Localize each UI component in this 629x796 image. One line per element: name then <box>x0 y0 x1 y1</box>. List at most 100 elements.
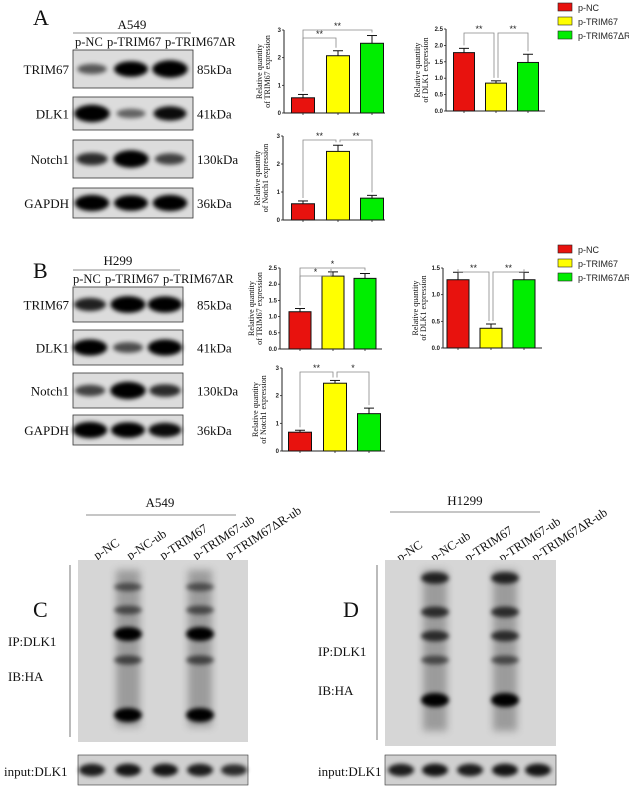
protein-band <box>147 296 183 313</box>
legend-swatch <box>557 272 573 282</box>
legend-swatch <box>557 258 573 268</box>
y-axis-label-line: of Notch1 expression <box>261 144 270 212</box>
significance-bracket <box>302 29 373 92</box>
ubiquitin-band <box>491 693 519 707</box>
ip-label: IP:DLK1 <box>318 644 366 659</box>
significance-label: ** <box>352 131 360 141</box>
protein-label: TRIM67 <box>24 298 70 313</box>
input-band <box>115 763 141 777</box>
ubiquitin-smear <box>188 570 212 727</box>
input-band <box>422 763 448 777</box>
lane-label: p-NC <box>73 272 101 286</box>
lane-label: p-NC <box>91 536 122 563</box>
y-axis-label: Relative quantityof TRIM67 expression <box>247 272 264 345</box>
bar-p-trim67 <box>326 55 350 114</box>
bar-p-nc <box>453 52 475 112</box>
ubiquitin-band <box>186 605 214 615</box>
input-band <box>388 763 414 777</box>
y-axis-label-line: Relative quantity <box>251 382 260 437</box>
y-axis-label: Relative quantityof DLK1 expression <box>411 275 428 340</box>
ubiquitin-band <box>186 627 214 641</box>
y-tick-label: 2 <box>277 162 281 168</box>
y-axis-label-line: of Notch1 expression <box>259 375 268 443</box>
chart-a-dlk1: 0.0 0.5 1.0 1.5 2.0 2.5 Relative quantityof DL… <box>413 24 545 115</box>
legend-swatch <box>557 16 573 26</box>
legend-label: p-TRIM67ΔR <box>578 31 629 41</box>
lane-label: p-TRIM67 <box>107 35 161 49</box>
y-tick-label: 0 <box>278 111 282 117</box>
y-axis-label-line: Relative quantity <box>253 151 262 206</box>
input-band <box>457 763 483 777</box>
significance-label: * <box>314 267 318 277</box>
y-tick-label: 1.0 <box>432 293 441 299</box>
bar-p-trim67 <box>321 275 345 350</box>
input-band <box>525 763 551 777</box>
legend-swatch <box>557 2 573 12</box>
y-axis-label: Relative quantityof DLK1 expression <box>413 37 430 102</box>
chart-a-notch1: 0 1 2 3 Relative quantityof Notch1 expressio… <box>253 131 385 224</box>
chart-b-dlk1: 0.0 0.5 1.0 1.5 Relative quantityof DLK1 exp… <box>411 263 542 352</box>
protein-label: GAPDH <box>24 423 69 438</box>
panel-letter-c: C <box>33 597 48 622</box>
protein-band <box>147 339 183 356</box>
bar-p-trim67δr <box>353 277 377 350</box>
ip-blot-membrane <box>78 560 248 742</box>
significance-bracket <box>339 139 373 193</box>
protein-label: DLK1 <box>36 341 69 356</box>
input-band <box>152 763 178 777</box>
panel-letter-a: A <box>33 5 49 30</box>
bar-p-nc <box>288 431 312 452</box>
significance-bracket <box>492 269 525 321</box>
ip-label: IP:DLK1 <box>8 634 56 649</box>
protein-band <box>110 381 146 400</box>
y-axis-label: Relative quantityof Notch1 expression <box>251 375 268 443</box>
protein-band <box>76 152 108 166</box>
panel-a-western-blot: A A549 p-NC p-TRIM67 p-TRIM67ΔR TRIM67 85… <box>24 5 238 219</box>
molecular-weight-label: 36kDa <box>197 196 232 211</box>
y-tick-label: 0.0 <box>432 346 441 352</box>
bar-p-trim67 <box>479 327 503 349</box>
ubiquitin-band <box>114 582 142 592</box>
y-tick-label: 1.0 <box>435 76 444 82</box>
lane-label: p-TRIM67 <box>105 272 159 286</box>
y-tick-label: 2.5 <box>269 266 278 272</box>
significance-label: ** <box>509 24 517 34</box>
significance-label: ** <box>470 263 478 273</box>
bar-p-trim67δr <box>360 197 384 221</box>
protein-label: DLK1 <box>36 107 69 122</box>
ubiquitin-band <box>186 708 214 722</box>
protein-label: Notch1 <box>31 152 69 167</box>
protein-band <box>72 421 108 439</box>
significance-bracket <box>497 32 529 78</box>
y-axis-label-line: Relative quantity <box>411 281 420 336</box>
y-tick-label: 0.5 <box>432 319 441 325</box>
protein-band <box>113 342 143 353</box>
y-tick-label: 1.0 <box>269 315 278 321</box>
y-axis-label-line: Relative quantity <box>413 43 422 98</box>
significance-bracket <box>336 371 370 406</box>
molecular-weight-label: 36kDa <box>197 423 232 438</box>
ubiquitin-band <box>491 655 519 665</box>
y-tick-label: 1.5 <box>435 60 444 66</box>
bar-p-trim67δr <box>517 61 539 112</box>
protein-band <box>154 153 186 165</box>
y-axis-label-line: Relative quantity <box>247 281 256 336</box>
ubiquitin-band <box>491 606 519 618</box>
bar-p-trim67δr <box>512 279 536 349</box>
y-tick-label: 3 <box>278 28 282 34</box>
legend-label: p-NC <box>578 245 600 255</box>
molecular-weight-label: 130kDa <box>197 384 238 399</box>
legend-b: p-NC p-TRIM67 p-TRIM67ΔR <box>557 244 629 283</box>
protein-band <box>77 63 107 75</box>
lane-label: p-TRIM67ΔR <box>163 272 234 286</box>
molecular-weight-label: 41kDa <box>197 341 232 356</box>
y-tick-label: 0.5 <box>435 93 444 99</box>
protein-band <box>152 60 188 78</box>
y-axis-label: Relative quantityof TRIM67 expression <box>255 35 272 108</box>
y-axis-label-line: Relative quantity <box>255 44 264 99</box>
panel-c-ubiquitination-blot: C A549 p-NC p-NC-ub p-TRIM67 p-TRIM67-ub… <box>4 495 304 786</box>
ubiquitin-band <box>114 627 142 641</box>
y-axis-label: Relative quantityof Notch1 expression <box>253 144 270 212</box>
cell-line-label: A549 <box>146 495 175 510</box>
